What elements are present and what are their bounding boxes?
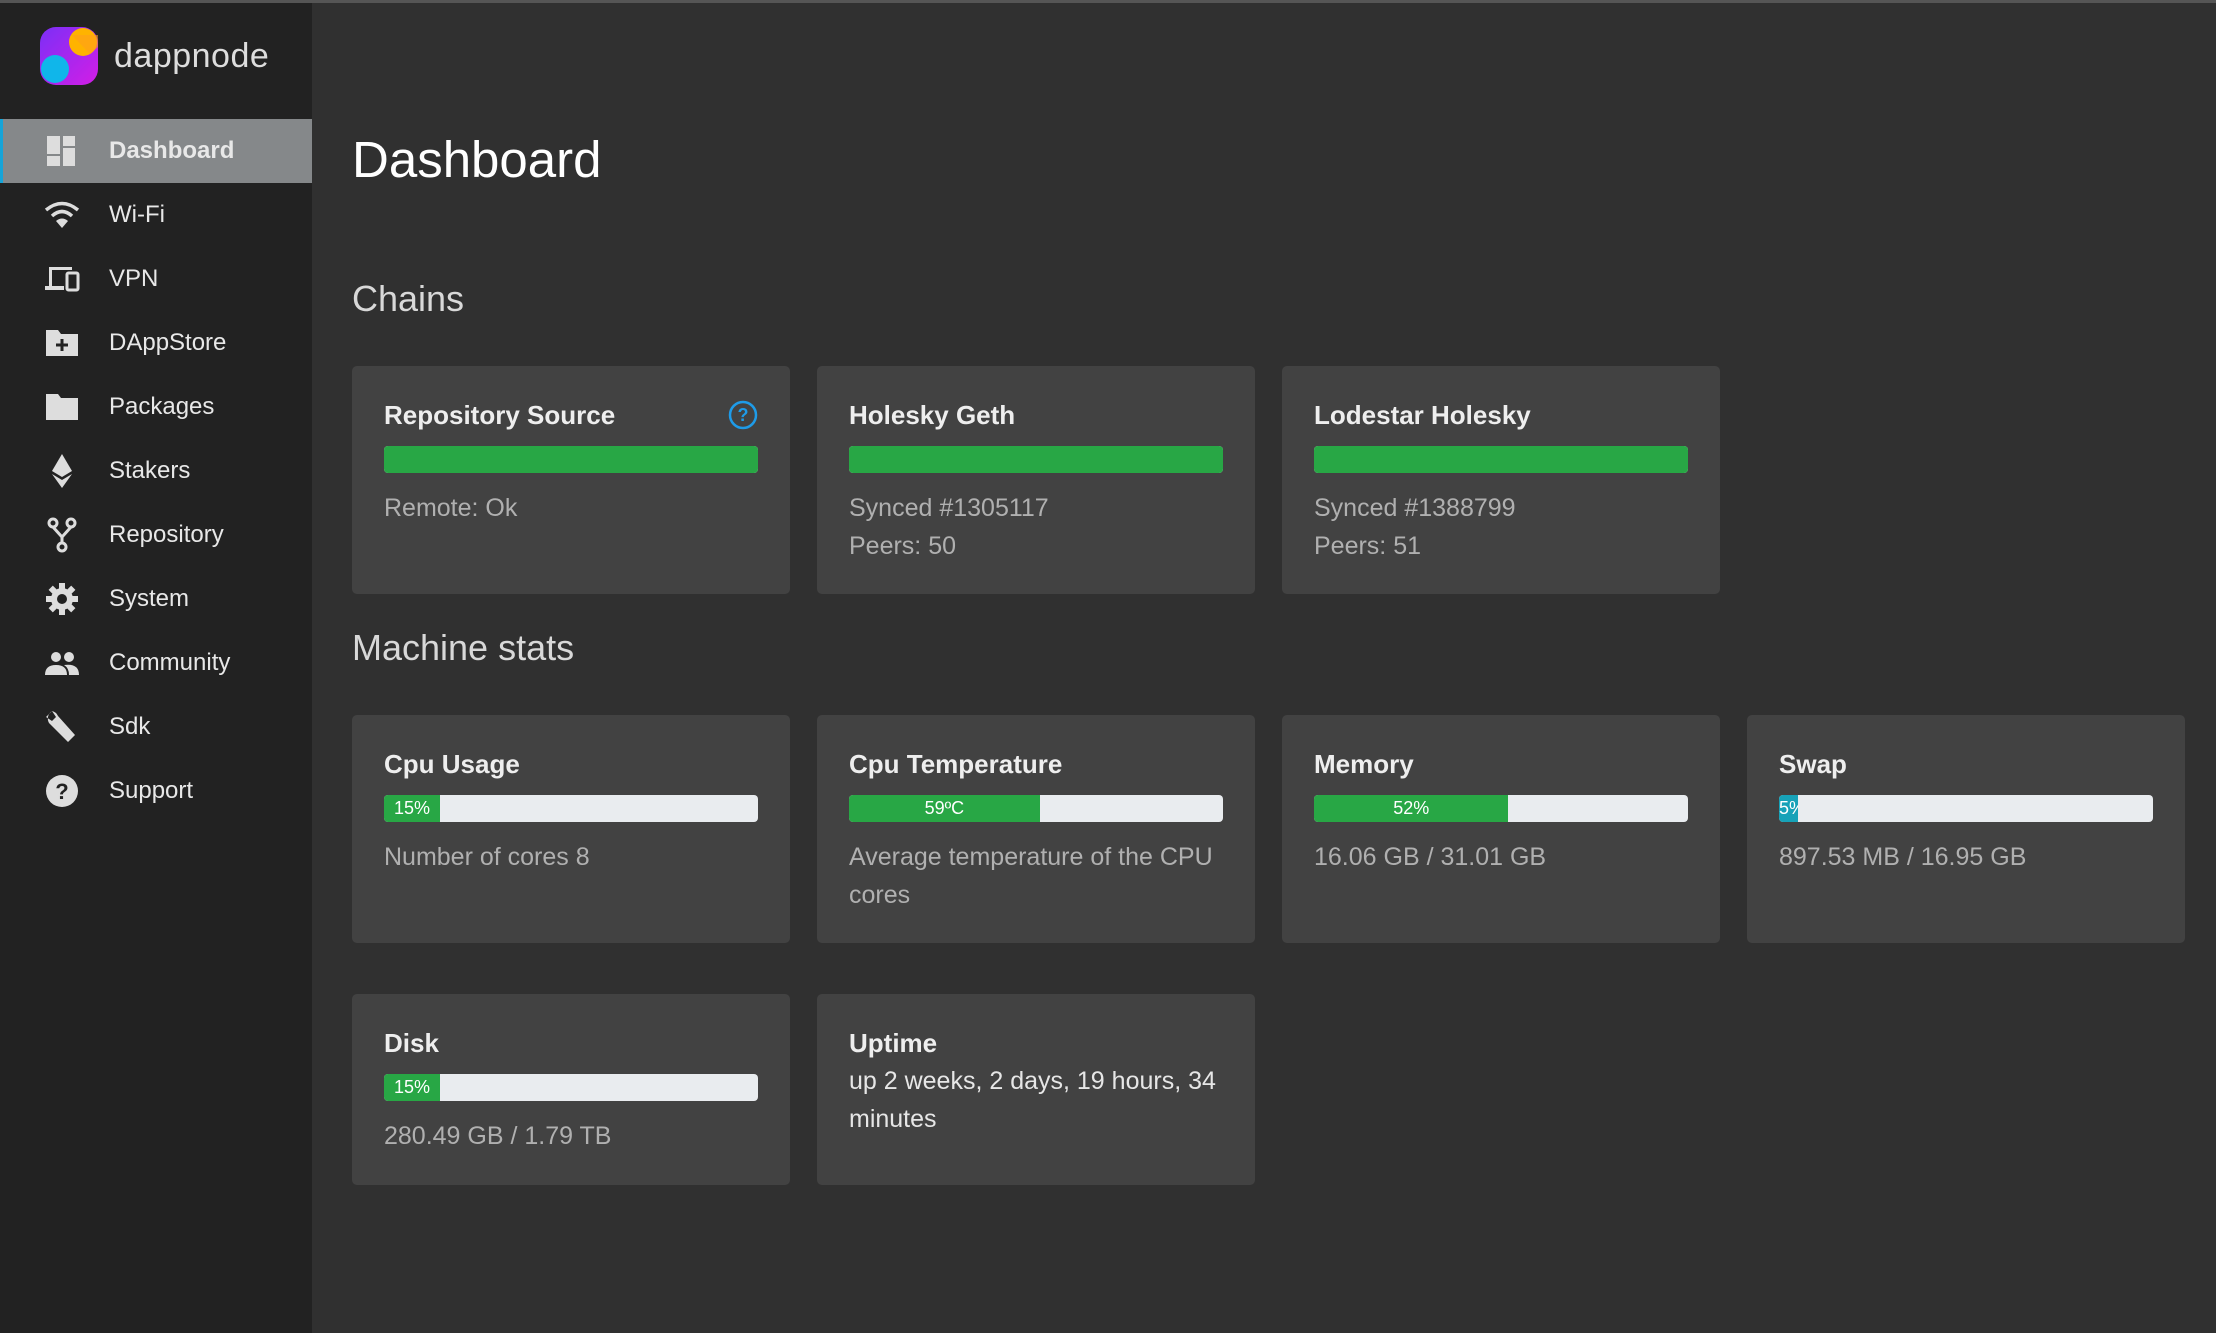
chains-heading: Chains <box>352 278 465 319</box>
people-icon <box>42 645 82 681</box>
sidebar-item-label: DAppStore <box>109 329 227 356</box>
card-title: Lodestar Holesky <box>1314 399 1531 430</box>
card-text: 280.49 GB / 1.79 TB <box>384 1122 612 1150</box>
card-title: Disk <box>384 1027 439 1058</box>
wifi-icon <box>42 197 82 233</box>
progress-bar: 5% <box>1779 795 2153 822</box>
machine-stats-heading: Machine stats <box>352 627 575 668</box>
card-text: Number of cores 8 <box>384 843 590 871</box>
dappnode-logo-icon <box>40 27 98 85</box>
sidebar-item-repository[interactable]: Repository <box>0 503 312 567</box>
progress-fill: 15% <box>384 1074 441 1101</box>
devices-icon <box>42 261 82 297</box>
sidebar-item-label: Stakers <box>109 457 191 484</box>
synced-block: Synced #1388799 <box>1314 494 1516 522</box>
stat-card-cpu-usage: Cpu Usage 15% Number of cores 8 <box>352 715 790 943</box>
sidebar-item-wi-fi[interactable]: Wi-Fi <box>0 183 312 247</box>
sidebar-item-label: Wi-Fi <box>109 201 165 228</box>
progress-bar <box>849 446 1223 473</box>
progress-fill <box>384 446 758 473</box>
sidebar-item-label: Repository <box>109 521 224 548</box>
progress-fill <box>1314 446 1688 473</box>
help-icon: ? <box>42 773 82 809</box>
sidebar-item-dashboard[interactable]: Dashboard <box>0 119 312 183</box>
ethereum-icon <box>42 453 82 489</box>
sidebar-item-community[interactable]: Community <box>0 631 312 695</box>
folder-plus-icon <box>42 325 82 361</box>
svg-text:?: ? <box>55 779 68 804</box>
progress-bar: 59ºC <box>849 795 1223 822</box>
sidebar-item-label: System <box>109 585 190 612</box>
progress-fill: 5% <box>1779 795 1798 822</box>
card-title: Swap <box>1779 748 1847 779</box>
sidebar-item-label: Support <box>109 777 194 804</box>
uptime-text: up 2 weeks, 2 days, 19 hours, 34 minutes <box>849 1067 1216 1133</box>
sidebar-item-packages[interactable]: Packages <box>0 375 312 439</box>
window-top-border <box>0 0 2216 3</box>
card-text: 16.06 GB / 31.01 GB <box>1314 843 1547 871</box>
svg-text:?: ? <box>738 405 749 425</box>
sidebar-item-label: Community <box>109 649 231 676</box>
sidebar-nav: Dashboard Wi-Fi VPN DAppStore Packages Staker… <box>0 119 312 823</box>
dashboard-icon <box>42 133 82 169</box>
card-text: Remote: Ok <box>384 494 518 522</box>
folder-icon <box>42 389 82 425</box>
synced-block: Synced #1305117 <box>849 494 1049 522</box>
stat-card-uptime: Uptime up 2 weeks, 2 days, 19 hours, 34 … <box>817 994 1255 1185</box>
progress-fill: 59ºC <box>849 795 1040 822</box>
card-title: Holesky Geth <box>849 399 1016 430</box>
sidebar-item-stakers[interactable]: Stakers <box>0 439 312 503</box>
card-title: Repository Source <box>384 399 616 430</box>
chain-card-holesky-geth: Holesky Geth Synced #1305117 Peers: 50 <box>817 366 1255 594</box>
sidebar-item-label: Dashboard <box>109 137 235 164</box>
card-title: Cpu Usage <box>384 748 520 779</box>
card-text: Average temperature of the CPU cores <box>849 843 1213 909</box>
progress-bar: 15% <box>384 1074 758 1101</box>
peers-count: Peers: 51 <box>1314 532 1422 560</box>
peers-count: Peers: 50 <box>849 532 957 560</box>
card-title: Memory <box>1314 748 1414 779</box>
page-title: Dashboard <box>352 131 602 188</box>
dappnode-logo[interactable]: dappnode <box>40 27 269 85</box>
fork-icon <box>42 517 82 553</box>
card-text: 897.53 MB / 16.95 GB <box>1779 843 2027 871</box>
sidebar-item-system[interactable]: System <box>0 567 312 631</box>
gear-icon <box>42 581 82 617</box>
question-circle-icon[interactable]: ? <box>728 400 758 430</box>
progress-fill: 52% <box>1314 795 1509 822</box>
stat-card-swap: Swap 5% 897.53 MB / 16.95 GB <box>1747 715 2185 943</box>
chain-card-lodestar-holesky: Lodestar Holesky Synced #1388799 Peers: 5… <box>1282 366 1720 594</box>
sidebar-item-label: VPN <box>109 265 159 292</box>
progress-bar <box>1314 446 1688 473</box>
sidebar-item-label: Sdk <box>109 713 151 740</box>
stat-card-disk: Disk 15% 280.49 GB / 1.79 TB <box>352 994 790 1185</box>
progress-fill <box>849 446 1223 473</box>
stat-card-cpu-temperature: Cpu Temperature 59ºC Average temperature… <box>817 715 1255 943</box>
sidebar: dappnode Dashboard Wi-Fi VPN DAppStore Packa… <box>0 3 312 1333</box>
wrench-icon <box>42 709 82 745</box>
sidebar-item-label: Packages <box>109 393 215 420</box>
progress-bar <box>384 446 758 473</box>
progress-bar: 15% <box>384 795 758 822</box>
progress-bar: 52% <box>1314 795 1688 822</box>
card-title: Cpu Temperature <box>849 748 1063 779</box>
sidebar-item-sdk[interactable]: Sdk <box>0 695 312 759</box>
progress-fill: 15% <box>384 795 441 822</box>
sidebar-item-dappstore[interactable]: DAppStore <box>0 311 312 375</box>
chain-card-repository-source: Repository Source ? Remote: Ok <box>352 366 790 594</box>
stat-card-memory: Memory 52% 16.06 GB / 31.01 GB <box>1282 715 1720 943</box>
sidebar-item-support[interactable]: ? Support <box>0 759 312 823</box>
sidebar-item-vpn[interactable]: VPN <box>0 247 312 311</box>
card-title: Uptime <box>849 1027 938 1058</box>
